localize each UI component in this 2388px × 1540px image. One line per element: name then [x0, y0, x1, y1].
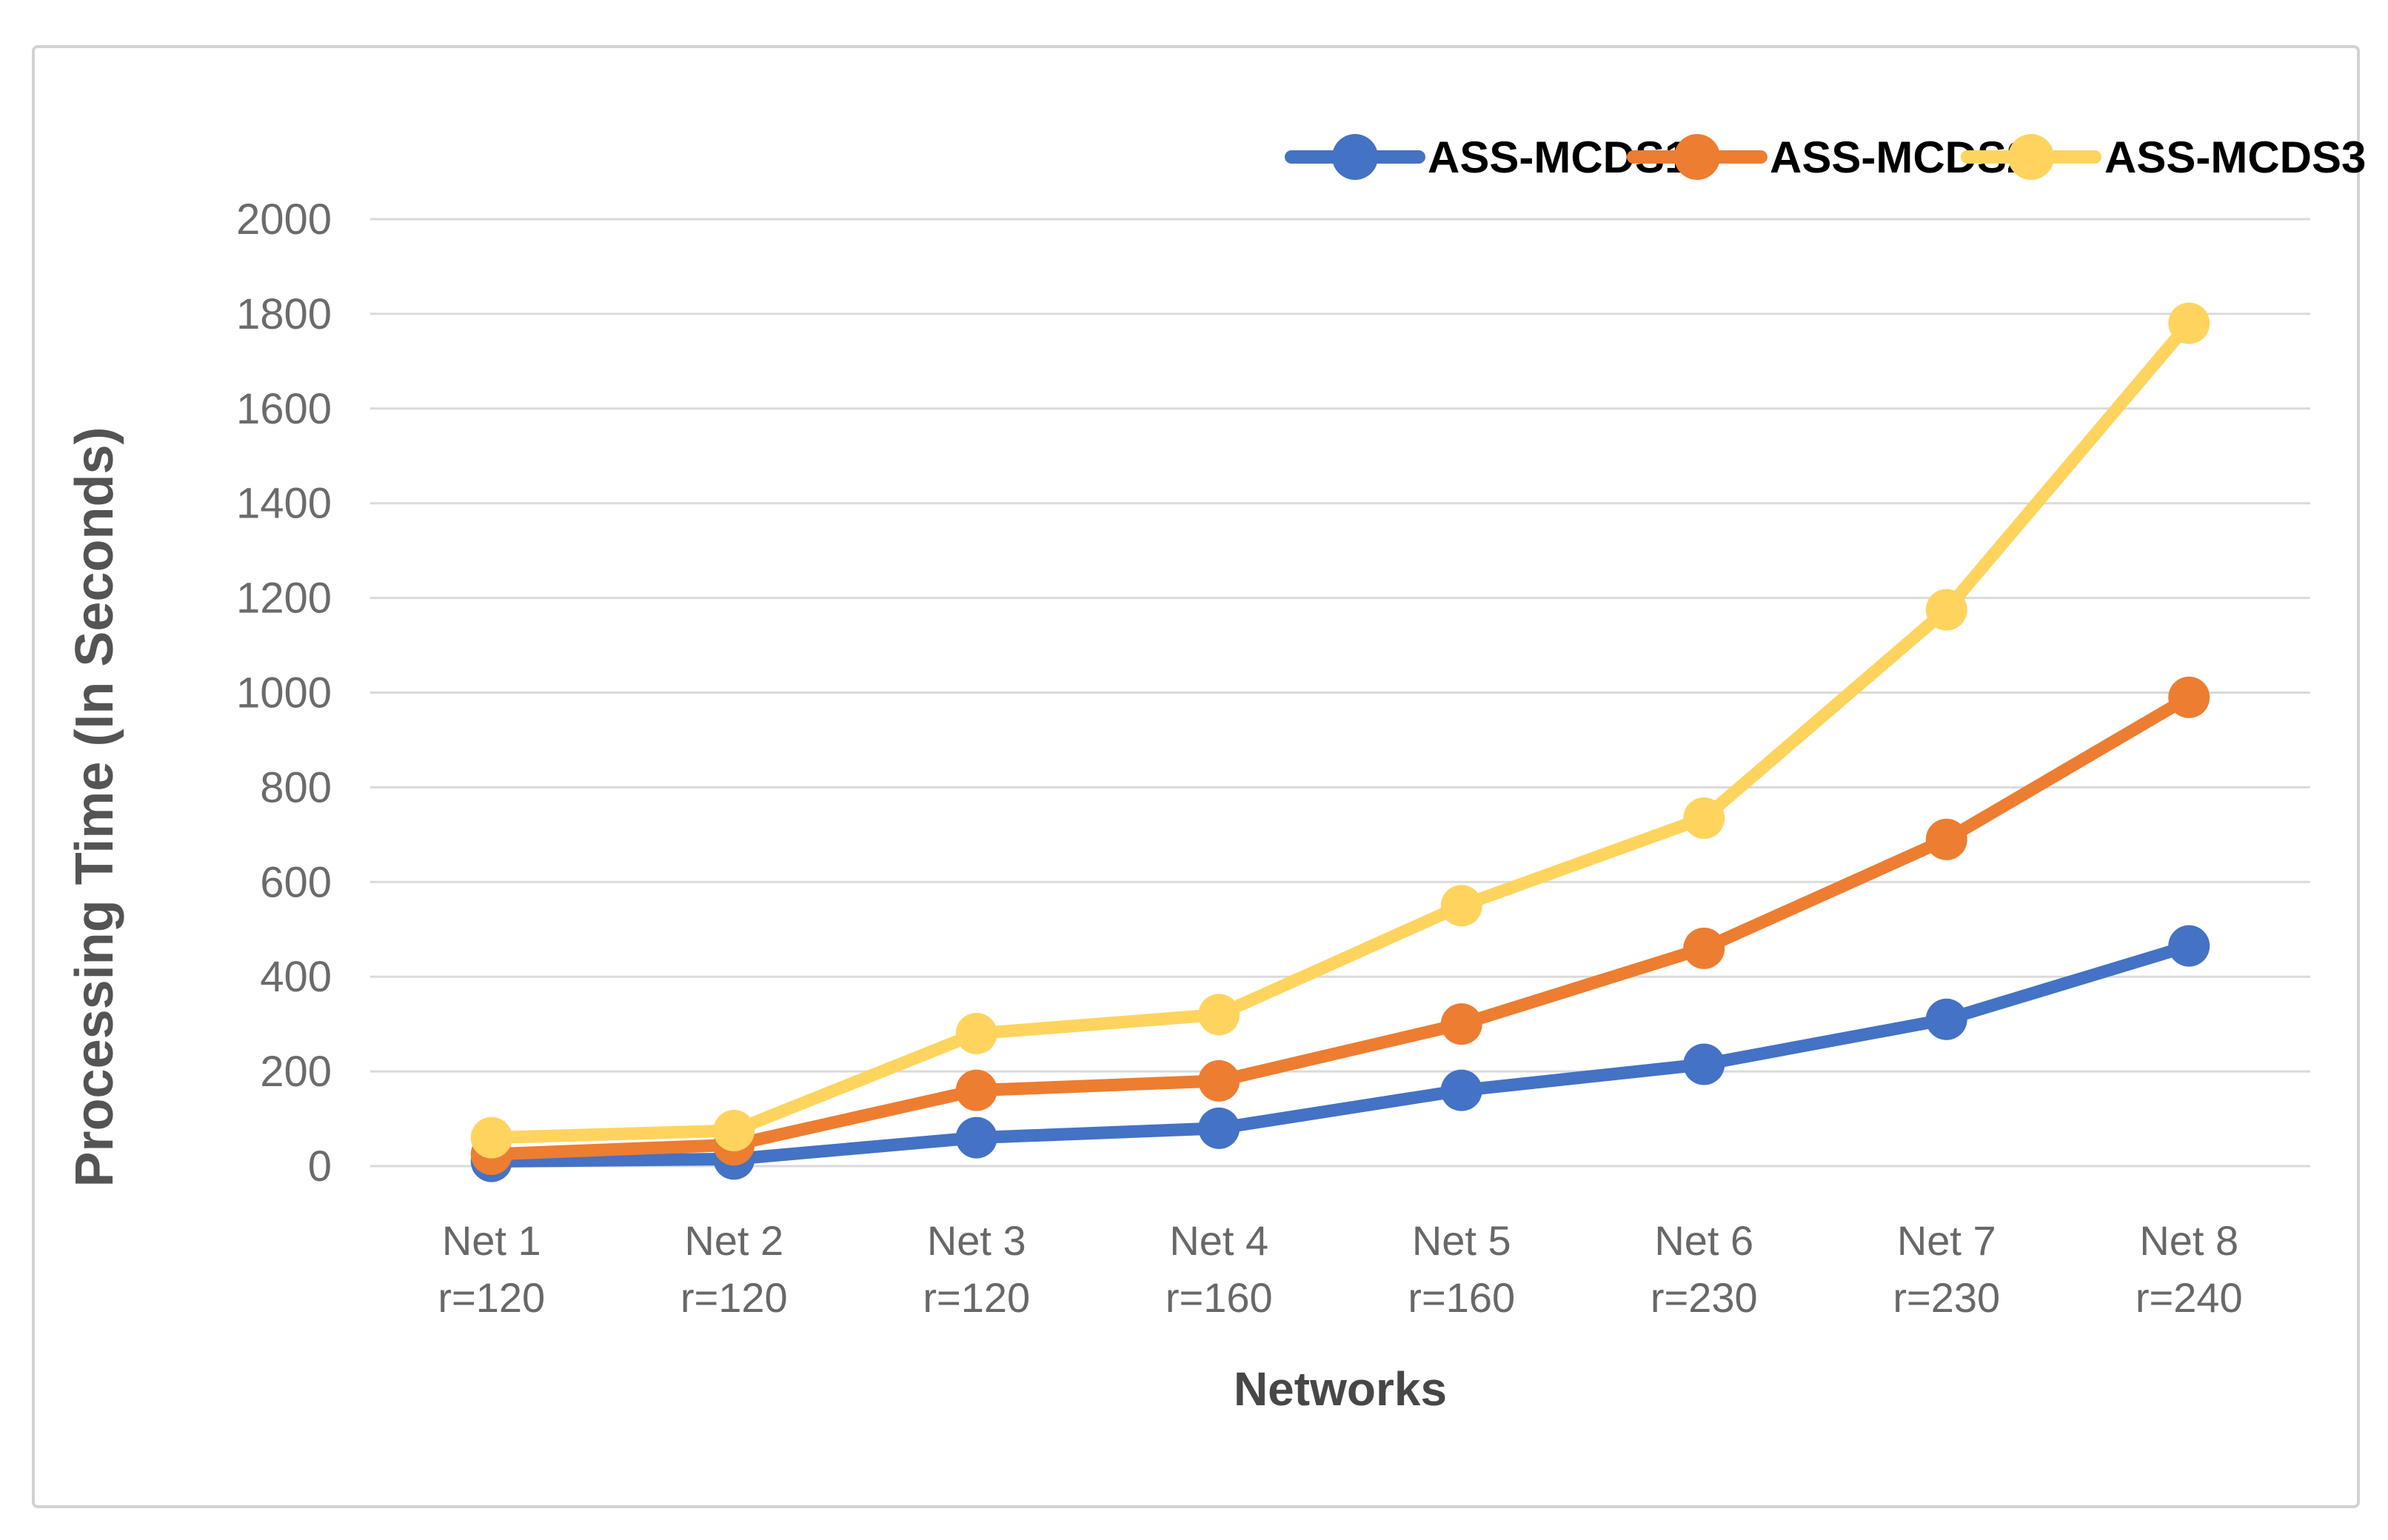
data-point-marker	[1683, 797, 1725, 839]
data-point-marker	[1440, 1069, 1482, 1111]
category-label: Net 8	[2139, 1217, 2238, 1264]
category-sub-label: r=160	[1408, 1274, 1515, 1321]
data-point-marker	[1925, 998, 1967, 1040]
data-point-marker	[1925, 818, 1967, 860]
y-tick-label: 400	[260, 953, 332, 1001]
data-point-marker	[713, 1110, 755, 1152]
data-point-marker	[1440, 1003, 1482, 1045]
y-tick-label: 0	[308, 1142, 332, 1191]
category-sub-label: r=120	[680, 1274, 788, 1321]
y-tick-label: 1200	[236, 575, 332, 623]
y-tick-label: 2000	[236, 195, 332, 244]
data-point-marker	[1198, 994, 1240, 1036]
category-label: Net 3	[927, 1217, 1026, 1264]
y-tick-label: 1000	[236, 669, 332, 717]
y-tick-label: 200	[260, 1048, 332, 1096]
y-axis-tick-labels: 0 200 400 600 800 1000 1200 1400 1600 1800 2000	[236, 195, 332, 1191]
series-layer	[470, 302, 2210, 1182]
legend-label: ASS-MCDS3	[2104, 133, 2366, 182]
figure-border	[32, 45, 2360, 1508]
series-line-ass-mcds2	[485, 691, 2195, 1161]
data-point-marker	[2168, 676, 2210, 718]
series-line-ass-mcds1	[485, 940, 2195, 1168]
x-axis-title: Networks	[1234, 1362, 1447, 1416]
data-point-marker	[470, 1116, 512, 1159]
data-point-marker	[1440, 885, 1482, 927]
data-point-marker	[2168, 925, 2210, 967]
category-sub-label: r=230	[1650, 1274, 1758, 1321]
category-sub-label: r=160	[1165, 1274, 1273, 1321]
data-point-marker	[1925, 589, 1967, 631]
category-label: Net 6	[1654, 1217, 1753, 1264]
data-point-marker	[1198, 1107, 1240, 1149]
legend: ASS-MCDS1 ASS-MCDS2 ASS-MCDS3	[1285, 133, 2366, 182]
data-point-marker	[1683, 927, 1725, 969]
legend-circle-marker	[1332, 134, 1378, 180]
data-point-marker	[955, 1069, 997, 1111]
category-label: Net 4	[1169, 1217, 1268, 1264]
gridlines	[370, 218, 2310, 1168]
y-axis-title: Processing Time (In Seconds)	[65, 427, 124, 1188]
legend-circle-marker	[2008, 134, 2054, 180]
data-point-marker	[955, 1012, 997, 1054]
y-tick-label: 1600	[236, 385, 332, 433]
y-tick-label: 600	[260, 858, 332, 906]
legend-item: ASS-MCDS3	[1961, 133, 2366, 182]
y-tick-label: 800	[260, 763, 332, 811]
legend-circle-marker	[1674, 134, 1720, 180]
y-tick-label: 1800	[236, 290, 332, 338]
category-label: Net 5	[1412, 1217, 1511, 1264]
data-point-marker	[955, 1116, 997, 1159]
category-label: Net 2	[684, 1217, 783, 1264]
category-label: Net 1	[442, 1217, 541, 1264]
category-label: Net 7	[1897, 1217, 1996, 1264]
x-axis-category-labels: Net 1 r=120 Net 2 r=120 Net 3 r=120 Net 4 r=160…	[438, 1217, 2242, 1321]
data-point-marker	[2168, 302, 2210, 344]
category-sub-label: r=120	[923, 1274, 1030, 1321]
series-line-ass-mcds3	[485, 317, 2195, 1145]
data-point-marker	[1198, 1059, 1240, 1102]
category-sub-label: r=230	[1893, 1274, 2000, 1321]
category-sub-label: r=120	[438, 1274, 545, 1321]
category-sub-label: r=240	[2136, 1274, 2243, 1321]
y-tick-label: 1400	[236, 480, 332, 528]
data-point-marker	[1683, 1043, 1725, 1085]
